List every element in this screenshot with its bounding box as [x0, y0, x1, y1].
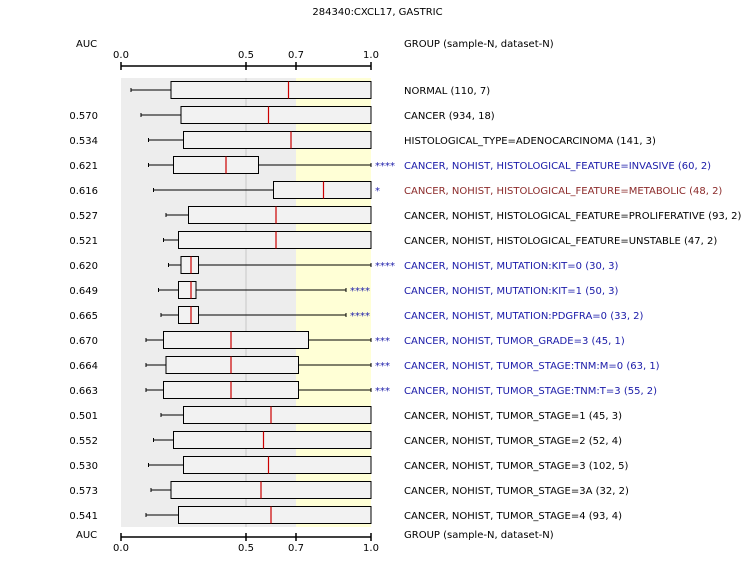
- group-label: CANCER, NOHIST, HISTOLOGICAL_FEATURE=PRO…: [404, 211, 742, 222]
- auc-value: 0.665: [69, 311, 98, 322]
- auc-value: 0.534: [69, 136, 98, 147]
- group-label: CANCER, NOHIST, TUMOR_GRADE=3 (45, 1): [404, 336, 625, 347]
- group-label: CANCER, NOHIST, TUMOR_STAGE:TNM:M=0 (63,…: [404, 361, 660, 372]
- auc-value: 0.570: [69, 111, 98, 122]
- group-label: CANCER, NOHIST, TUMOR_STAGE=3A (32, 2): [404, 486, 629, 497]
- box: [178, 506, 372, 524]
- auc-value: 0.664: [69, 361, 98, 372]
- auc-value: 0.621: [69, 161, 98, 172]
- axis-tick-label-top: 1.0: [363, 50, 379, 61]
- box: [183, 131, 372, 149]
- auc-value: 0.501: [69, 411, 98, 422]
- yellow-band: [296, 78, 371, 527]
- significance-stars: ****: [375, 161, 395, 172]
- axis-tick-label-bottom: 1.0: [363, 543, 379, 554]
- significance-stars: ***: [375, 336, 390, 347]
- box: [178, 306, 199, 324]
- box: [273, 181, 372, 199]
- group-label: CANCER, NOHIST, TUMOR_STAGE=3 (102, 5): [404, 461, 628, 472]
- box: [183, 456, 372, 474]
- box: [165, 356, 299, 374]
- box: [173, 156, 259, 174]
- box: [180, 256, 199, 274]
- axis-tick-label-top: 0.7: [288, 50, 304, 61]
- group-label: CANCER, NOHIST, TUMOR_STAGE=4 (93, 4): [404, 511, 622, 522]
- group-label: CANCER, NOHIST, MUTATION:KIT=0 (30, 3): [404, 261, 619, 272]
- group-label: CANCER (934, 18): [404, 111, 495, 122]
- chart-title: 284340:CXCL17, GASTRIC: [312, 7, 443, 18]
- box: [178, 281, 197, 299]
- box: [170, 481, 372, 499]
- group-label: CANCER, NOHIST, TUMOR_STAGE=1 (45, 3): [404, 411, 622, 422]
- axis-tick-label-top: 0.0: [113, 50, 129, 61]
- group-label: HISTOLOGICAL_TYPE=ADENOCARCINOMA (141, 3…: [404, 136, 656, 147]
- auc-value: 0.663: [69, 386, 98, 397]
- axis-tick-label-bottom: 0.0: [113, 543, 129, 554]
- box: [170, 81, 372, 99]
- group-label: CANCER, NOHIST, TUMOR_STAGE=2 (52, 4): [404, 436, 622, 447]
- axis-tick-label-top: 0.5: [238, 50, 254, 61]
- auc-value: 0.530: [69, 461, 98, 472]
- group-label: CANCER, NOHIST, TUMOR_STAGE:TNM:T=3 (55,…: [404, 386, 657, 397]
- significance-stars: *: [375, 186, 380, 197]
- auc-value: 0.521: [69, 236, 98, 247]
- significance-stars: ****: [350, 286, 370, 297]
- auc-value: 0.541: [69, 511, 98, 522]
- auc-header-top: AUC: [76, 39, 98, 50]
- box: [188, 206, 372, 224]
- group-header-bottom: GROUP (sample-N, dataset-N): [404, 530, 554, 541]
- group-label: CANCER, NOHIST, HISTOLOGICAL_FEATURE=INV…: [404, 161, 711, 172]
- significance-stars: ****: [375, 261, 395, 272]
- grey-band: [121, 78, 296, 527]
- auc-value: 0.552: [69, 436, 98, 447]
- group-label: CANCER, NOHIST, HISTOLOGICAL_FEATURE=UNS…: [404, 236, 717, 247]
- significance-stars: ***: [375, 361, 390, 372]
- group-header-top: GROUP (sample-N, dataset-N): [404, 39, 554, 50]
- box: [180, 106, 372, 124]
- group-label: CANCER, NOHIST, MUTATION:KIT=1 (50, 3): [404, 286, 619, 297]
- auc-header-bottom: AUC: [76, 530, 98, 541]
- box: [163, 331, 309, 349]
- auc-value: 0.527: [69, 211, 98, 222]
- box: [183, 406, 372, 424]
- auc-value: 0.573: [69, 486, 98, 497]
- group-label: CANCER, NOHIST, MUTATION:PDGFRA=0 (33, 2…: [404, 311, 644, 322]
- box: [173, 431, 372, 449]
- auc-value: 0.620: [69, 261, 98, 272]
- auc-value: 0.616: [69, 186, 98, 197]
- significance-stars: ***: [375, 386, 390, 397]
- auc-value: 0.670: [69, 336, 98, 347]
- significance-stars: ****: [350, 311, 370, 322]
- axis-tick-label-bottom: 0.5: [238, 543, 254, 554]
- box: [178, 231, 372, 249]
- axis-tick-label-bottom: 0.7: [288, 543, 304, 554]
- group-label: NORMAL (110, 7): [404, 86, 490, 97]
- group-label: CANCER, NOHIST, HISTOLOGICAL_FEATURE=MET…: [404, 186, 722, 197]
- auc-value: 0.649: [69, 286, 98, 297]
